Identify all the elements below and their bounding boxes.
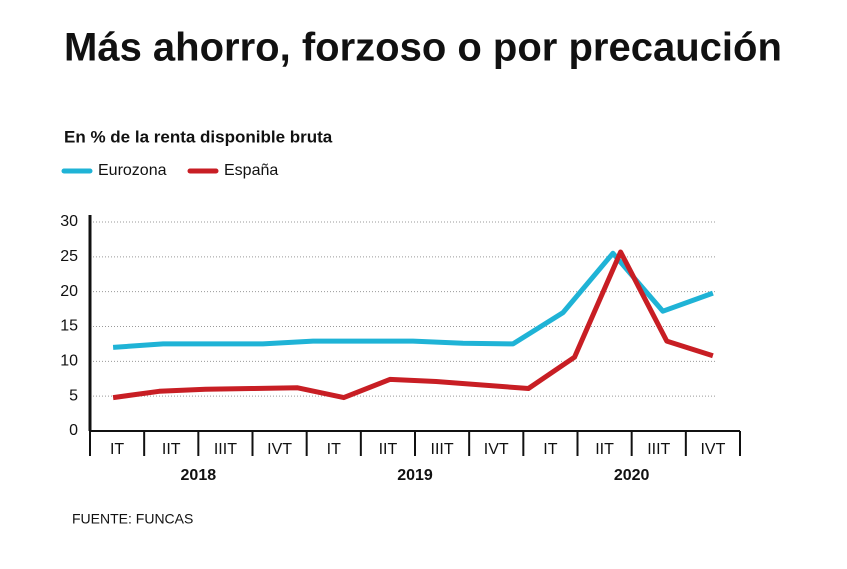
x-tick-label: IIIT [214,441,237,458]
x-tick-label: IVT [700,441,725,458]
x-tick-label: IVT [484,441,509,458]
year-label: 2018 [181,467,217,484]
y-tick-label: 5 [69,387,78,404]
source: FUENTE: FUNCAS [72,511,193,527]
series-line [112,250,714,350]
x-tick-label: IT [110,441,124,458]
x-tick-label: IIT [379,441,398,458]
x-tick-label: IVT [267,441,292,458]
x-tick-label: IT [543,441,557,458]
x-tick-label: IT [327,441,341,458]
y-tick-label: 10 [60,353,78,370]
legend-label: España [224,162,278,179]
year-label: 2020 [614,467,650,484]
x-tick-label: IIT [595,441,614,458]
y-tick-label: 0 [69,422,78,439]
x-tick-label: IIIT [431,441,454,458]
year-label: 2019 [397,467,433,484]
series-line [112,249,714,401]
legend-label: Eurozona [98,162,167,179]
y-tick-label: 25 [60,248,78,265]
y-tick-label: 20 [60,283,78,300]
subtitle: En % de la renta disponible bruta [64,127,333,146]
y-tick-label: 30 [60,213,78,230]
x-tick-label: IIIT [647,441,670,458]
y-tick-label: 15 [60,318,78,335]
chart-title: Más ahorro, forzoso o por precaución [64,26,782,70]
x-tick-label: IIT [162,441,181,458]
